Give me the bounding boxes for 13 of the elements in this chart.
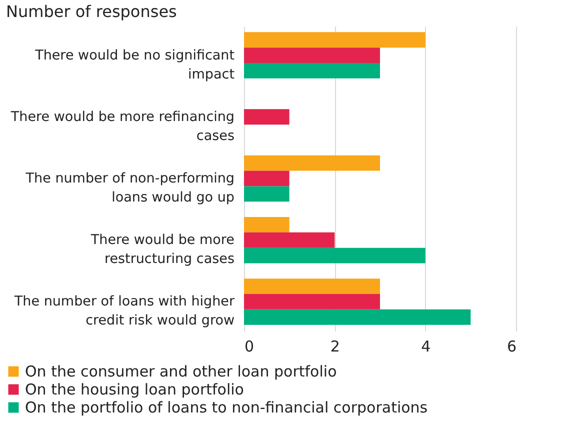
x-tick-label: 2	[330, 338, 340, 356]
x-tick-label: 6	[506, 338, 516, 356]
text: Number of responses	[6, 2, 177, 21]
y-tick-label: There would be more restructuring cases	[90, 232, 234, 268]
legend-label: On the housing loan portfolio	[25, 380, 244, 398]
y-tick-label: There would be no significant impact	[34, 47, 234, 82]
x-tick-label: 4	[421, 338, 431, 356]
y-tick-label: There would be more refinancing cases	[10, 108, 234, 144]
legend-label: On the consumer and other loan portfolio	[25, 362, 337, 380]
y-tick-label: The number of loans with higher credit risk would grow	[13, 294, 235, 329]
legend-label: On the portfolio of loans to non-financial corporations	[25, 398, 428, 416]
y-tick-label: The number of non-performing loans would go up	[24, 170, 234, 206]
x-tick-label: 0	[244, 338, 254, 356]
